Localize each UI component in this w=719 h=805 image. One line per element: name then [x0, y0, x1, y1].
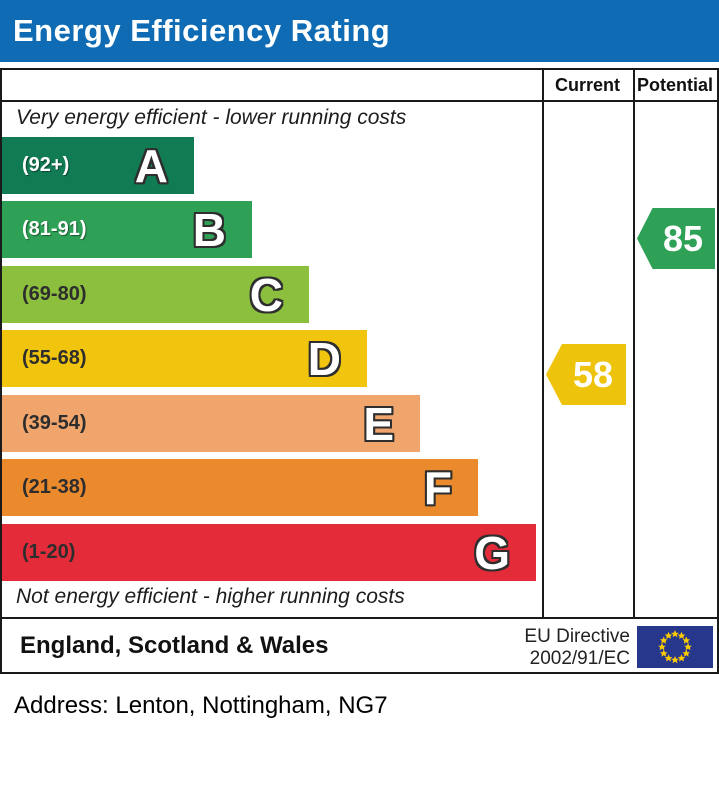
energy-efficiency-chart: Current Potential Very energy efficient … [0, 68, 719, 674]
band-range-label: (1-20) [22, 541, 76, 563]
band-bar-b: (81-91) B [2, 201, 252, 258]
band-range-label: (81-91) [22, 218, 87, 240]
band-letter: E [363, 397, 394, 450]
band-bar-e: (39-54) E [2, 395, 420, 452]
top-caption: Very energy efficient - lower running co… [16, 106, 407, 129]
band-bar-g: (1-20) G [2, 524, 536, 581]
current-rating-arrow: 58 [546, 344, 626, 405]
band-range-label: (21-38) [22, 476, 87, 498]
title-banner: Energy Efficiency Rating [0, 0, 719, 62]
footer-row-divider [2, 617, 717, 619]
band-letter: C [249, 268, 283, 321]
potential-rating-arrow: 85 [637, 208, 715, 269]
band-letter: F [423, 461, 452, 514]
eu-directive-text: EU Directive 2002/91/EC [524, 626, 630, 670]
potential-rating-value: 85 [662, 217, 704, 259]
current-column-header: Current [554, 75, 620, 95]
band-bar-d: (55-68) D [2, 330, 367, 387]
band-bar-f: (21-38) F [2, 459, 478, 516]
header-row-divider [2, 100, 717, 102]
band-letter: D [307, 332, 341, 385]
region-label: England, Scotland & Wales [20, 631, 329, 659]
eu-directive-line1: EU Directive [524, 626, 630, 647]
potential-column-divider [633, 70, 635, 619]
eu-directive-line2: 2002/91/EC [529, 647, 630, 669]
band-bar-a: (92+) A [2, 137, 194, 194]
page-title: Energy Efficiency Rating [13, 13, 391, 48]
potential-column-header: Potential [636, 75, 713, 95]
current-column-divider [542, 70, 544, 619]
band-range-label: (55-68) [22, 347, 87, 369]
band-letter: B [192, 203, 226, 256]
footer-row: England, Scotland & Wales EU Directive 2… [2, 619, 717, 672]
band-range-label: (92+) [22, 154, 70, 176]
band-letter: G [474, 526, 510, 579]
band-letter: A [134, 139, 168, 192]
current-rating-value: 58 [572, 353, 614, 395]
band-bar-c: (69-80) C [2, 266, 309, 323]
band-range-label: (39-54) [22, 412, 87, 434]
address-line: Address: Lenton, Nottingham, NG7 [14, 692, 388, 719]
eu-flag-icon [637, 626, 713, 668]
bottom-caption: Not energy efficient - higher running co… [16, 585, 405, 608]
band-range-label: (69-80) [22, 283, 87, 305]
